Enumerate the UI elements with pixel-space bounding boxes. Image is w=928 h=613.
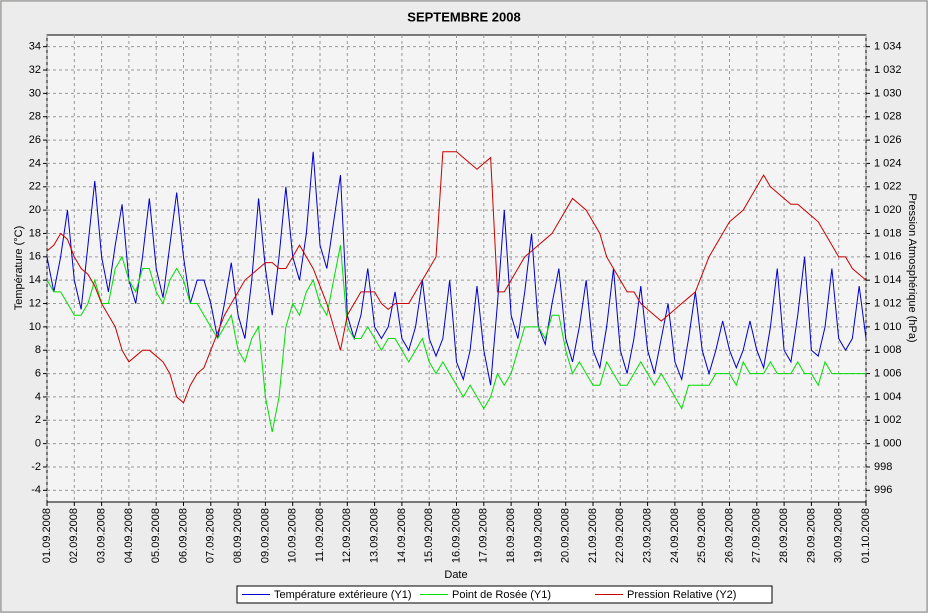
y-tick-label: 26 xyxy=(29,134,41,146)
y-tick-label: 18 xyxy=(29,227,41,239)
x-tick-label: 22.09.2008 xyxy=(614,508,626,563)
x-tick-label: 20.09.2008 xyxy=(560,508,572,563)
y-tick-label: -4 xyxy=(31,484,41,496)
y-tick-label: 24 xyxy=(29,157,41,169)
y2-tick-label: 1 022 xyxy=(874,181,902,193)
x-tick-label: 08.09.2008 xyxy=(232,508,244,563)
y2-tick-label: 1 018 xyxy=(874,227,902,239)
legend-label: Température extérieure (Y1) xyxy=(274,589,412,601)
y-tick-label: 30 xyxy=(29,87,41,99)
x-tick-label: 13.09.2008 xyxy=(369,508,381,563)
y-tick-label: 12 xyxy=(29,297,41,309)
y-tick-label: 4 xyxy=(35,391,41,403)
x-tick-label: 21.09.2008 xyxy=(587,508,599,563)
x-tick-label: 01.09.2008 xyxy=(41,508,53,563)
x-tick-label: 25.09.2008 xyxy=(696,508,708,563)
y2-tick-label: 1 008 xyxy=(874,344,902,356)
y2-tick-label: 1 034 xyxy=(874,41,902,53)
x-tick-label: 12.09.2008 xyxy=(341,508,353,563)
x-tick-label: 06.09.2008 xyxy=(177,508,189,563)
y-axis-label: Température (°C) xyxy=(13,226,25,310)
y2-tick-label: 1 028 xyxy=(874,111,902,123)
series-line xyxy=(46,151,867,386)
x-tick-label: 26.09.2008 xyxy=(723,508,735,563)
y2-tick-label: 1 026 xyxy=(874,134,902,146)
x-tick-label: 24.09.2008 xyxy=(669,508,681,563)
y2-tick-label: 1 004 xyxy=(874,391,902,403)
x-tick-label: 16.09.2008 xyxy=(450,508,462,563)
x-tick-label: 29.09.2008 xyxy=(805,508,817,563)
y2-tick-label: 1 014 xyxy=(874,274,902,286)
y2-tick-label: 1 000 xyxy=(874,438,902,450)
y2-axis-label: Pression Atmosphérique (hPa) xyxy=(906,193,918,342)
x-tick-label: 07.09.2008 xyxy=(205,508,217,563)
y-tick-label: 6 xyxy=(35,367,41,379)
y-tick-label: 22 xyxy=(29,181,41,193)
x-axis-label: Date xyxy=(444,569,467,581)
chart-title: SEPTEMBRE 2008 xyxy=(407,9,520,24)
plot-area xyxy=(46,34,867,503)
legend xyxy=(236,585,773,604)
series-line xyxy=(46,245,866,433)
y2-tick-label: 1 020 xyxy=(874,204,902,216)
y2-tick-label: 1 002 xyxy=(874,414,902,426)
y2-tick-label: 1 032 xyxy=(874,64,902,76)
y2-tick-label: 1 024 xyxy=(874,157,902,169)
y-tick-label: 14 xyxy=(29,274,41,286)
y-tick-label: 28 xyxy=(29,111,41,123)
x-tick-label: 19.09.2008 xyxy=(532,508,544,563)
x-tick-label: 28.09.2008 xyxy=(778,508,790,563)
y2-tick-label: 1 030 xyxy=(874,87,902,99)
x-tick-label: 18.09.2008 xyxy=(505,508,517,563)
y2-tick-label: 998 xyxy=(874,461,892,473)
x-tick-label: 27.09.2008 xyxy=(751,508,763,563)
x-tick-label: 04.09.2008 xyxy=(123,508,135,563)
x-tick-label: 03.09.2008 xyxy=(96,508,108,563)
y-tick-label: 34 xyxy=(29,41,41,53)
y-tick-label: 10 xyxy=(29,321,41,333)
x-tick-label: 23.09.2008 xyxy=(642,508,654,563)
x-tick-label: 11.09.2008 xyxy=(314,508,326,562)
y2-tick-label: 1 016 xyxy=(874,251,902,263)
y-tick-label: 20 xyxy=(29,204,41,216)
x-tick-label: 02.09.2008 xyxy=(68,508,80,563)
y-tick-label: 2 xyxy=(35,414,41,426)
legend-label: Pression Relative (Y2) xyxy=(627,589,736,601)
x-tick-label: 30.09.2008 xyxy=(833,508,845,563)
x-tick-label: 14.09.2008 xyxy=(396,508,408,563)
y2-tick-label: 1 006 xyxy=(874,367,902,379)
y-tick-label: 0 xyxy=(35,438,41,450)
legend-label: Point de Rosée (Y1) xyxy=(452,589,551,601)
y2-tick-label: 1 012 xyxy=(874,297,902,309)
x-tick-label: 05.09.2008 xyxy=(150,508,162,563)
x-tick-label: 01.10.2008 xyxy=(860,508,872,563)
y-tick-label: 32 xyxy=(29,64,41,76)
y-tick-label: 16 xyxy=(29,251,41,263)
x-tick-label: 17.09.2008 xyxy=(478,508,490,563)
x-tick-label: 15.09.2008 xyxy=(423,508,435,563)
y-tick-label: 8 xyxy=(35,344,41,356)
y-tick-label: -2 xyxy=(31,461,41,473)
x-tick-label: 10.09.2008 xyxy=(287,508,299,563)
series-line xyxy=(46,151,867,404)
y2-tick-label: 996 xyxy=(874,484,892,496)
x-tick-label: 09.09.2008 xyxy=(259,508,271,563)
y2-tick-label: 1 010 xyxy=(874,321,902,333)
